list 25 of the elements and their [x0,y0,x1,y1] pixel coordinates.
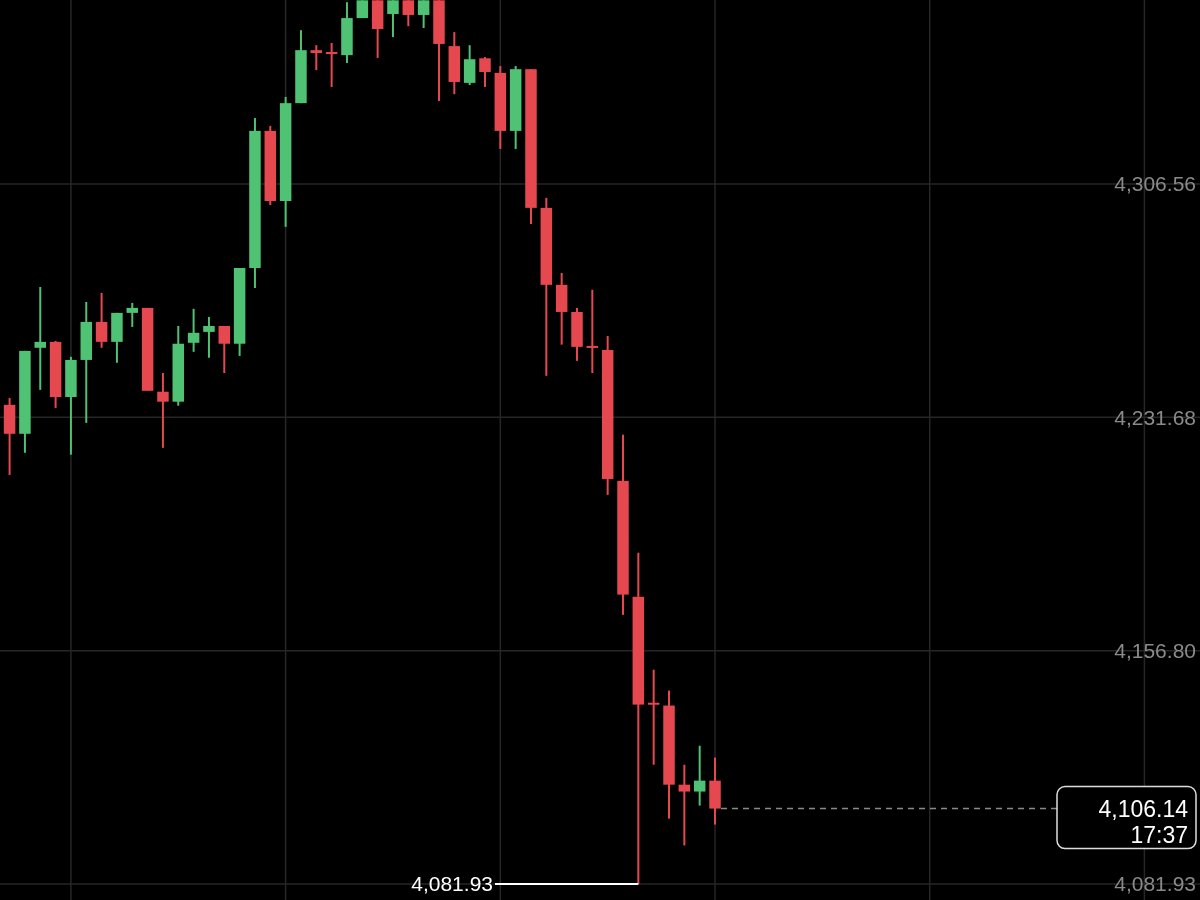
candlestick [647,668,660,766]
y-tick-label: 4,156.80 [1114,639,1196,663]
candlestick [479,56,491,88]
candlestick [157,372,169,449]
candlestick [203,315,215,359]
candlestick [34,286,47,391]
candlestick [417,0,430,30]
annotation: 17:37 [1130,821,1188,848]
y-tick-label: 4,231.68 [1114,405,1196,429]
candlestick [325,42,338,88]
candlestick [187,307,200,353]
candlestick [126,301,139,328]
candlestick [693,744,706,807]
candlestick [678,763,691,847]
candlestick [402,0,415,28]
annotation: 4,081.93 [411,872,493,896]
candlestick [387,0,399,39]
candlestick [586,288,599,375]
ref-line-label: 4,106.14 [1098,795,1189,822]
y-tick-label: 4,081.93 [1114,872,1196,896]
candlestick [310,44,323,72]
candlestick [95,291,108,349]
candlestick [218,324,231,375]
candlestick [463,44,476,87]
y-tick-label: 4,306.56 [1114,172,1196,196]
